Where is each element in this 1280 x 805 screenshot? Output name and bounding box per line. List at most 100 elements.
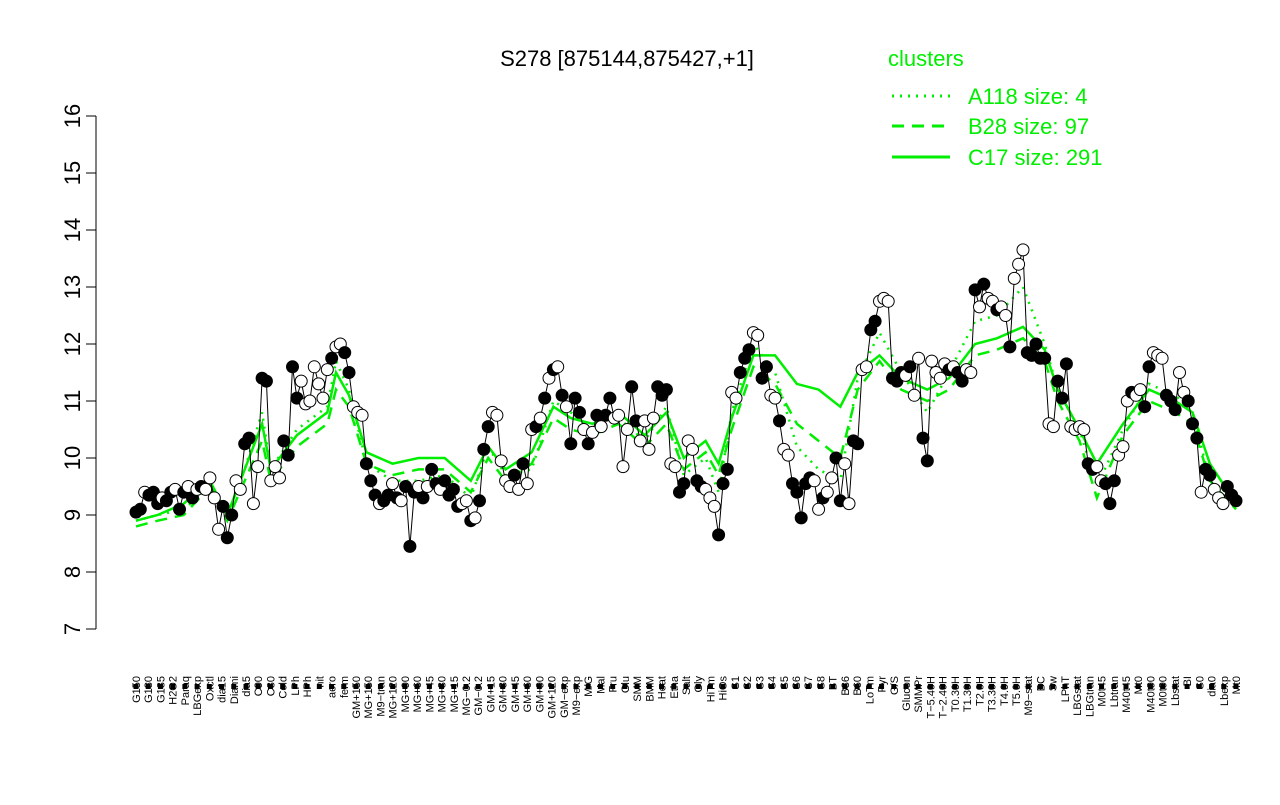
data-point-open [1155,351,1169,365]
x-tick-mark [390,684,396,689]
x-tick-label: M0t90 [1158,676,1170,707]
x-tick-label: M/G [583,676,595,697]
x-tick-mark [976,684,982,689]
data-point-open [316,391,330,405]
x-tick-mark [805,684,811,689]
x-tick-mark [194,684,200,689]
x-tick-mark [243,684,249,689]
data-point-open [551,360,565,374]
x-tick-label: Paraq [180,676,192,705]
data-point-open [646,411,660,425]
x-tick-label: S8 [815,676,827,689]
x-tick-label: HiOs [718,676,730,701]
x-tick-mark [512,684,518,689]
y-tick-label: 16 [60,104,85,128]
data-point-filled [1203,468,1217,482]
x-tick-label: MG−0.2 [461,676,473,715]
x-tick-mark [206,684,212,689]
y-tick-label: 9 [60,509,85,521]
x-tick-mark [610,684,616,689]
data-point-filled [712,528,726,542]
data-point-open [494,454,508,468]
data-point-filled [359,457,373,471]
data-point-filled [425,462,439,476]
x-tick-mark [1001,684,1007,689]
data-point-filled [1107,474,1121,488]
data-point-open [964,366,978,379]
data-point-open [825,471,839,485]
data-point-filled [568,391,582,405]
data-point-open [925,354,939,368]
data-point-open [320,363,334,377]
data-point-filled [603,391,617,405]
data-point-open [633,434,647,448]
x-tick-label: GM−0.2 [473,676,485,715]
data-point-open [307,360,321,374]
x-tick-label: M9−stat [1023,676,1035,715]
data-point-filled [1186,417,1199,431]
data-point-open [1116,440,1130,454]
x-tick-label: M40t45 [1121,676,1133,713]
data-point-filled [1038,351,1052,365]
x-tick-label: G135 [155,676,167,703]
data-point-open [707,499,721,513]
x-tick-label: Mt0 [1231,676,1243,694]
x-tick-mark [377,684,383,689]
x-tick-label: BT [828,676,840,690]
data-point-open [251,460,265,474]
x-tick-label: M40t90 [1145,676,1157,713]
x-tick-label: S1 [730,676,742,689]
x-tick-mark [1209,684,1215,689]
x-tick-label: LBGexp [192,676,204,716]
data-point-filled [903,360,917,374]
data-point-filled [220,531,234,545]
data-point-filled [920,454,934,468]
x-tick-mark [402,684,408,689]
x-tick-label: S5 [779,676,791,689]
data-point-filled [516,457,530,471]
x-tick-mark [1086,684,1092,689]
data-point-open [729,391,743,405]
data-point-open [1090,460,1104,474]
x-tick-label: Heat [657,676,669,699]
x-tick-mark [561,684,567,689]
data-point-open [859,360,873,374]
data-point-filled [286,360,299,374]
x-tick-label: T−2.40H [938,676,950,719]
x-tick-label: GM+45 [510,676,522,712]
x-tick-label: Glucon [901,676,913,711]
x-tick-label: dia5 [241,676,253,697]
data-point-filled [720,462,734,476]
data-point-filled [225,508,239,522]
data-point-filled [759,360,773,374]
x-tick-mark [1074,684,1080,689]
data-point-open [907,388,921,402]
x-tick-label: dia0 [1207,676,1219,697]
x-tick-mark [329,684,335,689]
data-point-open [246,497,260,511]
x-tick-mark [292,684,298,689]
data-point-filled [1138,400,1152,414]
x-tick-label: HPh [302,676,314,697]
x-tick-label: T2.0H [974,676,986,706]
x-tick-label: B36 [840,676,852,696]
data-point-filled [1168,403,1182,417]
data-point-open [820,485,834,499]
data-points [129,243,1243,553]
x-tick-mark [720,684,726,689]
x-tick-mark [744,684,750,689]
data-point-filled [481,420,495,434]
data-point-filled [916,431,930,445]
data-point-open [1016,243,1030,257]
data-point-open [594,420,608,434]
legend-title: clusters [888,46,964,71]
x-tick-label: S3 [754,676,766,689]
data-point-open [386,477,399,491]
x-tick-mark [133,684,139,689]
x-tick-label: Gly [693,676,705,693]
x-tick-label: S4 [767,676,779,689]
data-point-filled [538,391,552,405]
x-tick-mark [622,684,628,689]
data-point-open [533,411,547,425]
data-point-filled [851,437,865,451]
